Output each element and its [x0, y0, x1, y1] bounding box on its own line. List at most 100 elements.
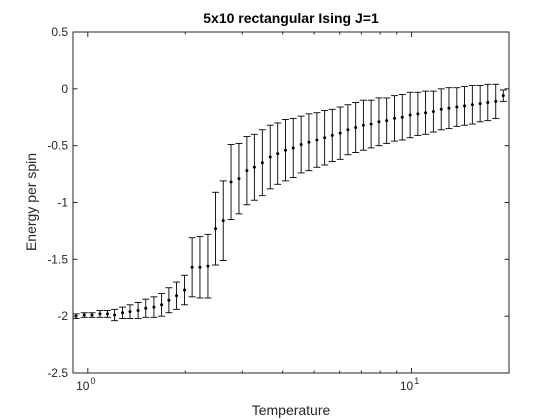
- data-point: [221, 219, 225, 223]
- error-bar-point: [297, 115, 305, 174]
- error-bar-point: [484, 83, 492, 122]
- error-bar-point: [429, 90, 437, 133]
- y-tick-label: -1: [57, 196, 68, 210]
- data-point: [167, 298, 171, 302]
- data-point: [206, 264, 210, 268]
- error-bar-point: [150, 296, 158, 318]
- error-bar-point: [204, 233, 212, 299]
- data-point: [369, 122, 373, 126]
- error-bar-point: [406, 91, 414, 139]
- data-point: [276, 152, 280, 156]
- data-point: [113, 313, 117, 317]
- error-bar-point: [134, 302, 142, 319]
- error-bar-point: [111, 308, 119, 322]
- error-bar-point: [414, 91, 422, 136]
- data-point: [82, 313, 86, 317]
- data-point: [252, 165, 256, 169]
- data-point: [408, 113, 412, 117]
- data-point: [128, 310, 132, 314]
- data-point: [229, 180, 233, 184]
- x-tick-label-base: 10: [400, 379, 414, 393]
- error-bar-point: [119, 306, 127, 319]
- data-point: [175, 294, 179, 298]
- error-bar-point: [158, 292, 166, 317]
- error-bar-point: [422, 90, 430, 135]
- data-point: [486, 100, 490, 104]
- data-point: [424, 111, 428, 115]
- data-point: [393, 116, 397, 120]
- data-point: [291, 146, 295, 150]
- error-bar-point: [375, 97, 383, 147]
- data-point: [478, 102, 482, 106]
- data-point: [245, 169, 249, 173]
- data-point: [260, 161, 264, 165]
- data-point: [416, 112, 420, 116]
- error-bar-point: [227, 144, 235, 221]
- y-tick-label: -1.5: [47, 252, 68, 266]
- error-bar-point: [468, 84, 476, 125]
- x-tick-label-exponent: 1: [414, 376, 419, 386]
- data-point: [447, 106, 451, 110]
- plot-area: [73, 32, 509, 373]
- chart-title: 5x10 rectangular Ising J=1: [203, 10, 379, 26]
- error-bar-point: [142, 298, 150, 318]
- error-bar-point: [344, 104, 352, 156]
- error-bar-point: [126, 304, 134, 319]
- y-tick-label: -0.5: [47, 139, 68, 153]
- data-point: [152, 305, 156, 309]
- data-point: [90, 313, 94, 317]
- data-point: [121, 311, 125, 315]
- error-bar-point: [383, 97, 391, 144]
- error-bar-point: [188, 237, 196, 298]
- error-bar-point: [181, 274, 189, 306]
- error-bar-point: [445, 87, 453, 130]
- error-bar-point: [196, 236, 204, 299]
- data-point: [377, 120, 381, 124]
- data-point: [299, 143, 303, 147]
- data-point: [501, 94, 505, 98]
- data-point: [144, 306, 148, 310]
- error-bar-point: [250, 133, 258, 201]
- data-point: [439, 107, 443, 111]
- error-bar-point: [336, 106, 344, 160]
- error-bar-point: [212, 191, 220, 266]
- data-point: [214, 227, 218, 231]
- error-bar-point: [266, 124, 274, 190]
- error-bar-point: [173, 281, 181, 310]
- y-tick-label: -2.5: [47, 366, 68, 380]
- error-bar-point: [103, 310, 111, 318]
- error-bar-point: [328, 108, 336, 163]
- error-bar-point: [352, 102, 360, 153]
- y-axis-label: Energy per spin: [23, 153, 39, 251]
- error-bar-point: [476, 84, 484, 123]
- data-point: [105, 312, 109, 316]
- data-point: [346, 128, 350, 132]
- error-bar-point: [359, 99, 367, 151]
- error-bar-point: [165, 287, 173, 314]
- x-tick-label: 100: [76, 376, 95, 393]
- plot-frame: [72, 31, 510, 374]
- y-tick-label: 0: [61, 82, 68, 96]
- data-point: [136, 308, 140, 312]
- error-bar-point: [453, 87, 461, 127]
- data-point: [400, 115, 404, 119]
- data-point: [463, 104, 467, 108]
- x-tick-label-base: 10: [76, 379, 90, 393]
- data-point: [323, 136, 327, 140]
- error-bar-point: [219, 180, 227, 261]
- error-bar-point: [243, 136, 251, 206]
- data-point: [385, 119, 389, 123]
- data-point: [455, 105, 459, 109]
- data-point: [237, 177, 241, 181]
- data-point: [190, 265, 194, 269]
- data-point: [330, 133, 334, 137]
- data-point: [183, 288, 187, 292]
- error-bar-point: [258, 129, 266, 197]
- data-point: [338, 131, 342, 135]
- x-tick-label-exponent: 0: [90, 376, 95, 386]
- data-point: [284, 148, 288, 152]
- data-point: [470, 103, 474, 107]
- data-point: [198, 265, 202, 269]
- data-point: [160, 303, 164, 307]
